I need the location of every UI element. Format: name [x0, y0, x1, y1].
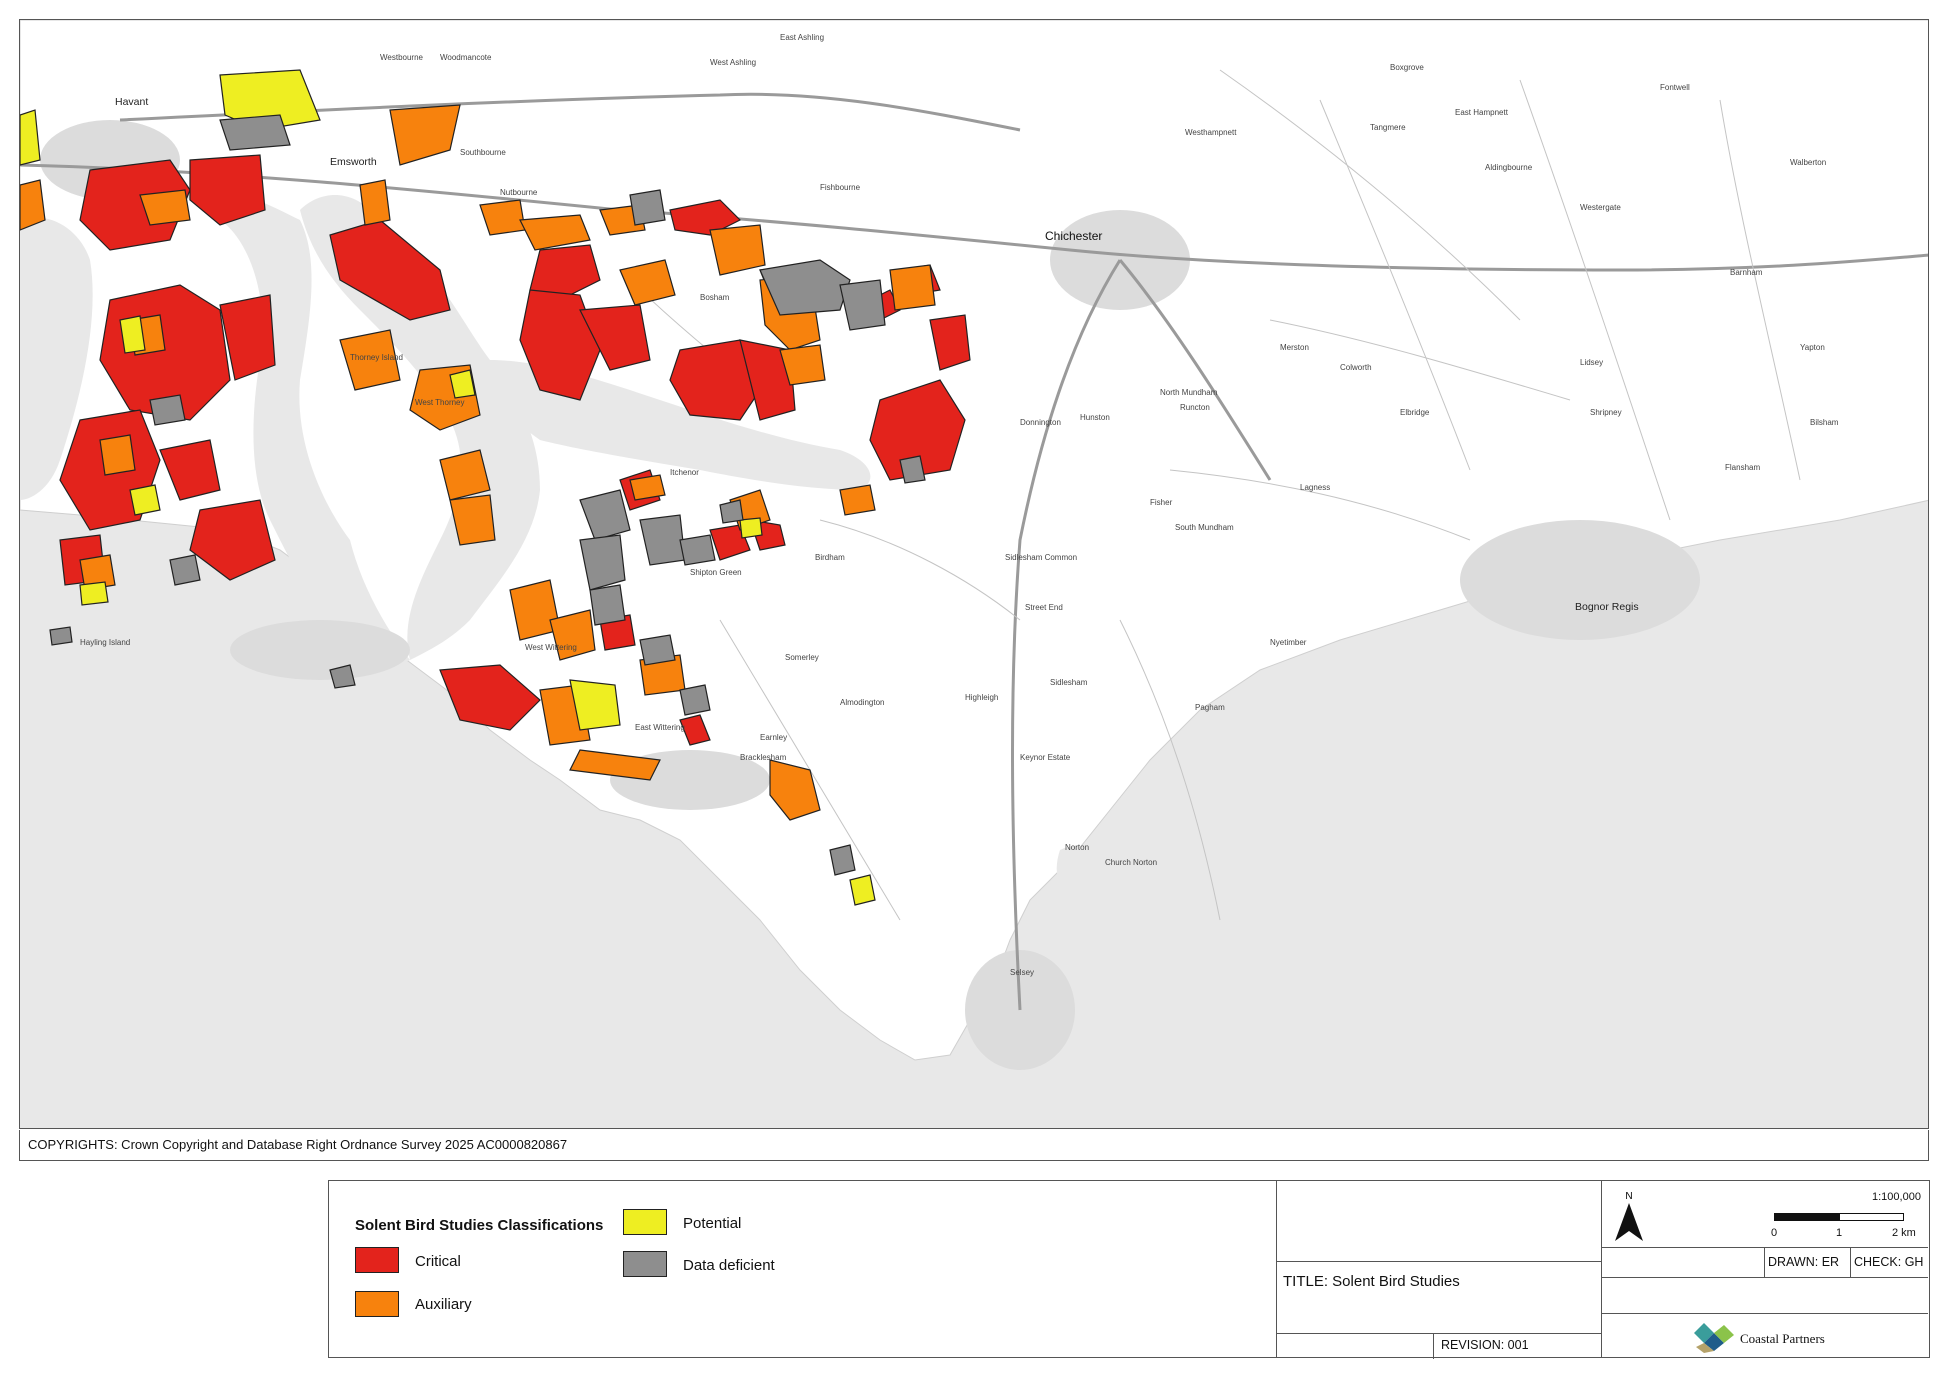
- legend-label-critical: Critical: [415, 1253, 461, 1270]
- place-label-shripney: Shripney: [1590, 408, 1622, 417]
- place-label-bosham: Bosham: [700, 293, 730, 302]
- place-label-street-end: Street End: [1025, 603, 1063, 612]
- drawn-by: DRAWN: ER: [1768, 1255, 1840, 1269]
- map-svg: Havant Emsworth Westbourne Woodmancote South…: [20, 20, 1928, 1128]
- title-block: TITLE: Solent Bird Studies REVISION: 001: [1276, 1180, 1602, 1359]
- legend-title: Solent Bird Studies Classifications: [355, 1217, 604, 1234]
- place-label-walberton: Walberton: [1790, 158, 1826, 167]
- place-label-north-mundham: North Mundham: [1160, 388, 1218, 397]
- place-label-fontwell: Fontwell: [1660, 83, 1690, 92]
- north-label: N: [1625, 1191, 1632, 1202]
- urban-areas: [40, 120, 1700, 1070]
- place-label-west-ashling: West Ashling: [710, 58, 756, 67]
- place-label-west-thorney: West Thorney: [415, 398, 465, 407]
- place-label-sidlesham: Sidlesham: [1050, 678, 1088, 687]
- place-label-church-norton: Church Norton: [1105, 858, 1157, 867]
- scale-tick-2: 2 km: [1892, 1227, 1916, 1239]
- coastal-partners-logo-icon: [1694, 1323, 1734, 1353]
- place-label-birdham: Birdham: [815, 553, 845, 562]
- place-label-bognor-regis: Bognor Regis: [1575, 601, 1639, 613]
- info-block: N 1:100,000 0 1 2 km DRAWN: ER CHECK: GH…: [1602, 1180, 1930, 1358]
- place-label-keynor-estate: Keynor Estate: [1020, 753, 1071, 762]
- potential-sites[interactable]: [20, 69, 876, 906]
- legend-label-potential: Potential: [683, 1215, 742, 1232]
- place-label-earnley: Earnley: [760, 733, 787, 742]
- thorney-channel: [300, 195, 540, 660]
- place-label-westergate: Westergate: [1580, 203, 1621, 212]
- place-label-aldingbourne: Aldingbourne: [1485, 163, 1533, 172]
- place-label-nyetimber: Nyetimber: [1270, 638, 1307, 647]
- legend-label-auxiliary: Auxiliary: [415, 1296, 472, 1313]
- place-label-selsey: Selsey: [1010, 968, 1034, 977]
- place-label-thorney-island: Thorney Island: [350, 353, 403, 362]
- langstone-harbour-channel: [20, 217, 93, 501]
- legend-panel: Solent Bird Studies Classifications Crit…: [328, 1180, 1276, 1358]
- place-label-south-mundham: South Mundham: [1175, 523, 1234, 532]
- place-label-east-ashling: East Ashling: [780, 33, 824, 42]
- place-label-sidlesham-common: Sidlesham Common: [1005, 553, 1077, 562]
- legend-swatch-critical: [355, 1247, 399, 1273]
- legend-swatch-potential: [623, 1209, 667, 1235]
- place-label-emsworth: Emsworth: [330, 156, 377, 168]
- place-label-east-hampnett: East Hampnett: [1455, 108, 1509, 117]
- place-label-chichester: Chichester: [1045, 229, 1102, 243]
- place-label-yapton: Yapton: [1800, 343, 1825, 352]
- scale-tick-0: 0: [1771, 1227, 1778, 1239]
- place-label-pagham: Pagham: [1195, 703, 1225, 712]
- place-label-fisher: Fisher: [1150, 498, 1173, 507]
- company-name: Coastal Partners: [1740, 1331, 1825, 1346]
- data-deficient-sites[interactable]: [49, 114, 926, 876]
- legend-label-data-deficient: Data deficient: [683, 1257, 775, 1274]
- place-label-hunston: Hunston: [1080, 413, 1110, 422]
- scale-ratio: 1:100,000: [1872, 1191, 1921, 1203]
- place-label-shipton-green: Shipton Green: [690, 568, 742, 577]
- place-label-westhampnett: Westhampnett: [1185, 128, 1237, 137]
- copyright-notice: COPYRIGHTS: Crown Copyright and Database…: [19, 1130, 1929, 1161]
- legend-swatch-auxiliary: [355, 1291, 399, 1317]
- map-canvas[interactable]: Havant Emsworth Westbourne Woodmancote South…: [19, 19, 1929, 1129]
- place-label-somerley: Somerley: [785, 653, 819, 662]
- place-label-donnington: Donnington: [1020, 418, 1061, 427]
- scale-tick-1: 1: [1836, 1227, 1843, 1239]
- place-label-nutbourne: Nutbourne: [500, 188, 538, 197]
- place-label-southbourne: Southbourne: [460, 148, 506, 157]
- place-label-havant: Havant: [115, 96, 148, 108]
- place-label-boxgrove: Boxgrove: [1390, 63, 1424, 72]
- place-label-fishbourne: Fishbourne: [820, 183, 861, 192]
- place-label-hayling-island: Hayling Island: [80, 638, 130, 647]
- pagham-harbour: [1056, 846, 1105, 894]
- place-label-merston: Merston: [1280, 343, 1309, 352]
- checked-by: CHECK: GH: [1854, 1255, 1924, 1269]
- place-label-woodmancote: Woodmancote: [440, 53, 492, 62]
- place-label-tangmere: Tangmere: [1370, 123, 1406, 132]
- place-label-westbourne: Westbourne: [380, 53, 424, 62]
- scale-bar: [1774, 1213, 1904, 1221]
- map-title: TITLE: Solent Bird Studies: [1283, 1273, 1460, 1290]
- place-label-east-wittering: East Wittering: [635, 723, 685, 732]
- north-arrow-icon: N: [1615, 1191, 1643, 1241]
- place-label-highleigh: Highleigh: [965, 693, 998, 702]
- place-label-runcton: Runcton: [1180, 403, 1210, 412]
- place-label-barnham: Barnham: [1730, 268, 1763, 277]
- place-label-lagness: Lagness: [1300, 483, 1330, 492]
- place-label-bracklesham: Bracklesham: [740, 753, 787, 762]
- place-label-elbridge: Elbridge: [1400, 408, 1430, 417]
- place-label-bilsham: Bilsham: [1810, 418, 1839, 427]
- bosham-channel: [490, 360, 871, 490]
- place-label-norton: Norton: [1065, 843, 1089, 852]
- chichester-harbour-channel: [180, 187, 410, 664]
- legend-swatch-data-deficient: [623, 1251, 667, 1277]
- place-label-itchenor: Itchenor: [670, 468, 699, 477]
- place-labels: Havant Emsworth Westbourne Woodmancote South…: [80, 33, 1839, 977]
- place-label-almodington: Almodington: [840, 698, 884, 707]
- place-label-colworth: Colworth: [1340, 363, 1372, 372]
- place-label-flansham: Flansham: [1725, 463, 1760, 472]
- revision-label: REVISION: 001: [1441, 1338, 1529, 1352]
- place-label-lidsey: Lidsey: [1580, 358, 1603, 367]
- place-label-west-wittering: West Wittering: [525, 643, 577, 652]
